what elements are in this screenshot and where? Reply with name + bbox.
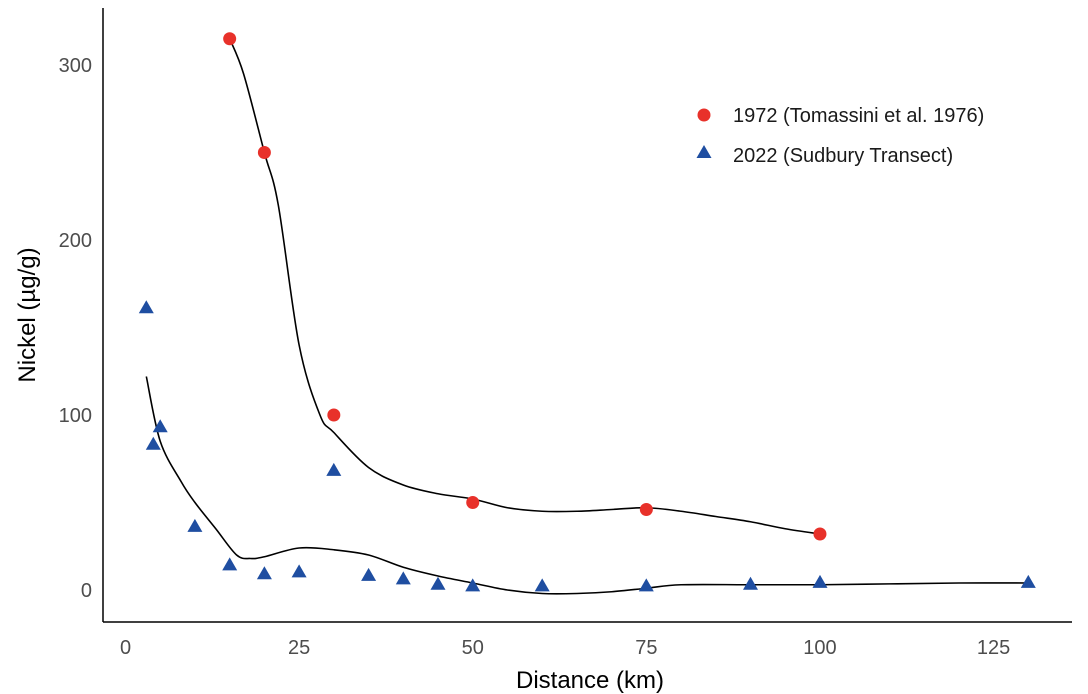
x-tick-label: 125 — [977, 637, 1010, 659]
smooth-line-2022 — [145, 376, 1029, 595]
point-2022 — [152, 419, 168, 433]
point-1972 — [223, 32, 237, 46]
point-2022 — [326, 462, 342, 476]
x-tick-label: 100 — [803, 637, 836, 659]
y-axis-title: Nickel (µg/g) — [14, 247, 41, 382]
x-tick-label: 50 — [462, 637, 484, 659]
point-1972 — [327, 408, 341, 422]
point-2022 — [1020, 574, 1036, 588]
axes — [102, 8, 1072, 623]
point-2022 — [256, 566, 272, 580]
x-tick-label: 75 — [635, 637, 657, 659]
point-2022 — [291, 564, 307, 578]
point-2022 — [812, 574, 828, 588]
data-points — [138, 32, 1036, 592]
smooth-curves — [145, 38, 1029, 595]
tick-labels: 0 25 50 75 100 125 0 100 200 300 — [59, 55, 1011, 659]
point-2022 — [145, 436, 161, 450]
point-1972 — [257, 146, 271, 159]
point-2022 — [465, 578, 481, 592]
smooth-line-1972 — [228, 38, 821, 535]
legend: 1972 (Tomassini et al. 1976) 2022 (Sudbu… — [696, 105, 984, 167]
legend-label-2022: 2022 (Sudbury Transect) — [733, 145, 953, 167]
point-2022 — [187, 518, 203, 532]
point-2022 — [638, 578, 654, 592]
point-2022 — [138, 300, 154, 314]
point-2022 — [430, 576, 446, 590]
point-1972 — [813, 527, 827, 541]
point-2022 — [534, 578, 550, 592]
legend-label-1972: 1972 (Tomassini et al. 1976) — [733, 105, 984, 127]
y-tick-label: 300 — [59, 55, 92, 77]
point-1972 — [639, 503, 653, 516]
x-tick-label: 0 — [120, 637, 131, 659]
point-2022 — [743, 576, 758, 590]
x-axis-title: Distance (km) — [516, 667, 664, 694]
legend-key-1972 — [697, 108, 711, 122]
point-2022 — [222, 557, 238, 571]
point-2022 — [361, 567, 377, 581]
x-tick-label: 25 — [288, 637, 310, 659]
y-tick-label: 200 — [59, 230, 92, 252]
y-tick-label: 100 — [59, 405, 92, 427]
point-2022 — [395, 571, 411, 585]
legend-key-2022 — [696, 145, 712, 158]
y-tick-label: 0 — [81, 580, 92, 602]
point-1972 — [466, 496, 480, 509]
